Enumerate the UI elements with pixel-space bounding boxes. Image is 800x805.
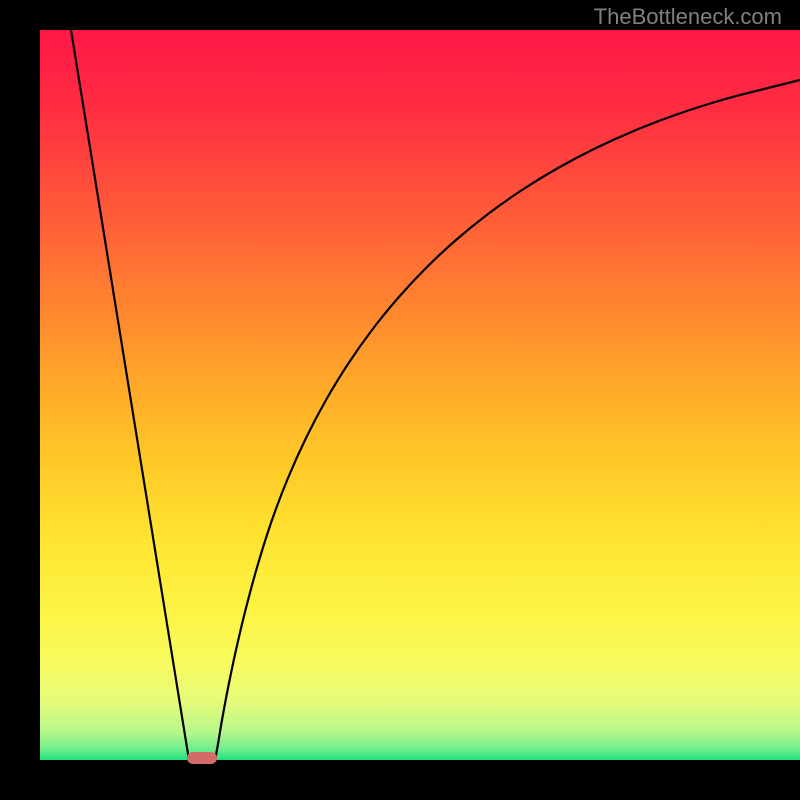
plot-area: [40, 30, 800, 760]
optimal-marker: [187, 752, 217, 764]
bottleneck-chart: TheBottleneck.com: [0, 0, 800, 800]
chart-container: TheBottleneck.com: [0, 0, 800, 800]
attribution-text: TheBottleneck.com: [594, 4, 782, 29]
